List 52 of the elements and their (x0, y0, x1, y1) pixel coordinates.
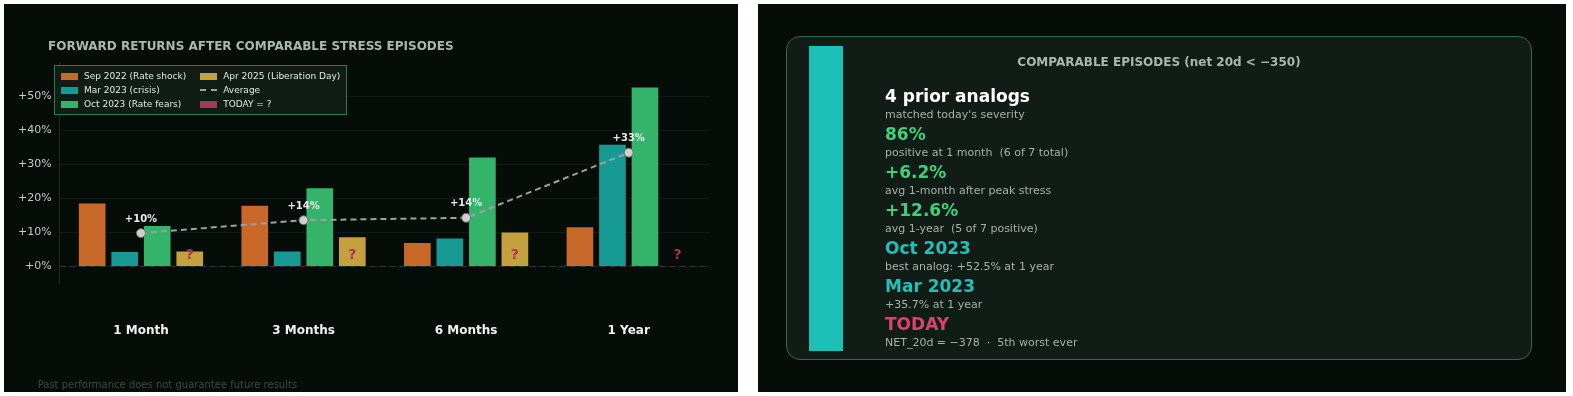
point (135, 228, 146, 239)
text: ? (348, 246, 357, 263)
point (623, 147, 634, 158)
legend-label: TODAY = ? (223, 99, 272, 109)
text: matched today's severity (885, 107, 1026, 123)
bar (404, 243, 431, 267)
y-tick-label: +10% (17, 225, 52, 239)
text: Past performance does not guarantee future results (37, 378, 298, 390)
text: +6.2% (885, 161, 948, 183)
x-tick-label: 3 Months (272, 322, 335, 337)
y-tick-label: +50% (17, 88, 52, 102)
text: TODAY (885, 313, 950, 335)
y-tick-label: +30% (17, 157, 52, 171)
bar (501, 232, 529, 267)
point (461, 212, 472, 223)
x-tick-label: 1 Year (607, 322, 650, 337)
bar (111, 251, 139, 267)
bar (566, 227, 594, 267)
text: best analog: +52.5% at 1 year (885, 259, 1055, 275)
text: COMPARABLE EPISODES (net 20d < −350) (1016, 55, 1302, 69)
x-tick-label: 1 Month (113, 322, 169, 337)
x-tick-label: 6 Months (434, 322, 498, 337)
bar (143, 225, 171, 267)
text: ? (510, 246, 519, 263)
bar (338, 237, 366, 267)
text: 4 prior analogs (885, 85, 1031, 107)
legend-label: Oct 2023 (Rate fears) (84, 99, 182, 109)
y-tick-label: +40% (17, 123, 52, 137)
text: Mar 2023 (885, 275, 976, 297)
text: Oct 2023 (885, 237, 972, 259)
point (298, 215, 309, 226)
bar (436, 238, 464, 267)
legend-label: Apr 2025 (Liberation Day) (223, 71, 341, 81)
bar (599, 144, 626, 267)
text: avg 1-month after peak stress (885, 183, 1053, 199)
text: positive at 1 month (6 of 7 total) (885, 145, 1070, 161)
bar (273, 251, 301, 267)
text: +12.6% (885, 199, 960, 221)
text: ? (673, 246, 682, 263)
legend-label: Average (223, 85, 261, 95)
y-tick-label: +20% (17, 191, 52, 205)
chart-title: FORWARD RETURNS AFTER COMPARABLE STRESS EPISODES (48, 39, 454, 54)
text: 86% (885, 123, 927, 145)
bar (241, 205, 269, 267)
y-tick-label: +0% (24, 259, 52, 273)
legend-label: Mar 2023 (crisis) (84, 85, 160, 95)
legend-label: Sep 2022 (Rate shock) (84, 71, 187, 81)
data-label: +10% (124, 212, 158, 224)
text: NET_20d = −378 · 5th worst ever (885, 335, 1078, 351)
text: avg 1-year (5 of 7 positive) (885, 221, 1039, 237)
text: +35.7% at 1 year (885, 297, 984, 313)
bar (78, 203, 106, 267)
